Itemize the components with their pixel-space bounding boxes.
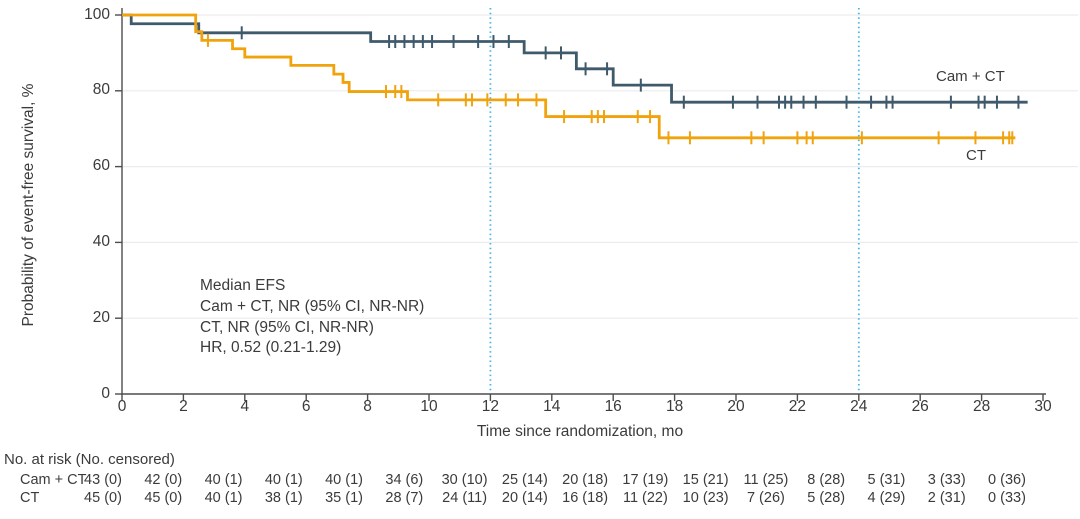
- risk-cell-ct-t20: 10 (23): [682, 490, 729, 506]
- x-tick-label-20: 20: [727, 398, 745, 415]
- y-tick-label-80: 80: [92, 81, 110, 99]
- risk-cell-cam+ct-t26: 5 (31): [867, 472, 906, 488]
- risk-cell-ct-t12: 24 (11): [442, 490, 488, 506]
- curve-label-cam-ct: Cam + CT: [936, 68, 1005, 85]
- x-axis-title: Time since randomization, mo: [476, 423, 684, 440]
- risk-row-label-cam-ct: Cam + CT: [20, 472, 87, 488]
- survival-curve-cam_ct: [122, 13, 1028, 104]
- annotation-line-hr: HR, 0.52 (0.21-1.29): [200, 339, 342, 357]
- y-tick-label-40: 40: [92, 232, 110, 250]
- y-tick-label-0: 0: [101, 384, 110, 402]
- risk-cell-ct-t16: 16 (18): [562, 490, 609, 506]
- x-tick-label-30: 30: [1034, 398, 1052, 415]
- risk-cell-cam+ct-t14: 25 (14): [501, 472, 548, 488]
- risk-cell-ct-t30: 0 (33): [988, 490, 1026, 506]
- risk-cell-cam+ct-t2: 42 (0): [144, 472, 183, 488]
- risk-cell-cam+ct-t4: 40 (1): [204, 472, 243, 488]
- x-tick-label-18: 18: [665, 398, 684, 415]
- curve-label-ct: CT: [966, 147, 986, 164]
- risk-cell-ct-t0: 45 (0): [84, 490, 122, 506]
- risk-cell-cam+ct-t10: 34 (6): [385, 472, 424, 488]
- risk-cell-ct-t8: 35 (1): [325, 490, 363, 506]
- y-tick-label-100: 100: [84, 5, 110, 23]
- risk-cell-cam+ct-t20: 15 (21): [682, 472, 729, 488]
- risk-cell-ct-t10: 28 (7): [385, 490, 424, 506]
- risk-cell-cam+ct-t12: 30 (10): [441, 472, 488, 488]
- x-tick-label-10: 10: [420, 398, 438, 415]
- annotation-line-ct: CT, NR (95% CI, NR-NR): [200, 318, 374, 336]
- risk-cell-ct-t4: 40 (1): [204, 490, 243, 506]
- risk-cell-cam+ct-t6: 40 (1): [264, 472, 303, 488]
- risk-cell-ct-t22: 7 (26): [746, 490, 785, 506]
- risk-cell-cam+ct-t30: 0 (36): [988, 472, 1026, 488]
- risk-cell-cam+ct-t8: 40 (1): [325, 472, 363, 488]
- risk-cell-cam+ct-t22: 11 (25): [743, 472, 789, 488]
- x-tick-label-16: 16: [604, 398, 622, 415]
- risk-cell-cam+ct-t24: 8 (28): [807, 472, 846, 488]
- x-tick-label-4: 4: [240, 398, 250, 415]
- x-tick-label-6: 6: [301, 398, 311, 415]
- risk-cell-cam+ct-t18: 17 (19): [622, 472, 669, 488]
- risk-cell-ct-t18: 11 (22): [622, 490, 668, 506]
- risk-row-label-ct: CT: [20, 490, 40, 506]
- risk-cell-ct-t28: 2 (31): [927, 490, 966, 506]
- x-tick-label-26: 26: [911, 398, 929, 415]
- risk-cell-ct-t26: 4 (29): [867, 490, 906, 506]
- survival-curve-ct: [122, 13, 1016, 140]
- x-tick-label-12: 12: [481, 398, 500, 415]
- median-efs-annotation: Median EFS Cam + CT, NR (95% CI, NR-NR) …: [200, 276, 424, 359]
- risk-cell-cam+ct-t0: 43 (0): [84, 472, 122, 488]
- risk-table-header: No. at risk (No. censored): [4, 451, 175, 468]
- risk-cell-ct-t6: 38 (1): [264, 490, 303, 506]
- risk-cell-ct-t24: 5 (28): [807, 490, 846, 506]
- x-tick-label-28: 28: [972, 398, 991, 415]
- annotation-line-cam-ct: Cam + CT, NR (95% CI, NR-NR): [200, 297, 425, 315]
- annotation-line-title: Median EFS: [200, 277, 286, 294]
- y-tick-label-60: 60: [92, 157, 110, 175]
- risk-cell-ct-t2: 45 (0): [144, 490, 183, 506]
- y-axis-title: Probability of event-free survival, %: [20, 83, 37, 327]
- x-tick-label-22: 22: [788, 398, 807, 415]
- risk-cell-cam+ct-t16: 20 (18): [562, 472, 609, 488]
- x-tick-label-8: 8: [363, 398, 372, 415]
- risk-cell-ct-t14: 20 (14): [501, 490, 548, 506]
- x-tick-label-24: 24: [850, 398, 868, 415]
- risk-cell-cam+ct-t28: 3 (33): [927, 472, 966, 488]
- x-tick-label-2: 2: [179, 398, 188, 415]
- y-tick-label-20: 20: [92, 308, 110, 326]
- x-tick-label-0: 0: [117, 398, 127, 415]
- x-tick-label-14: 14: [543, 398, 561, 415]
